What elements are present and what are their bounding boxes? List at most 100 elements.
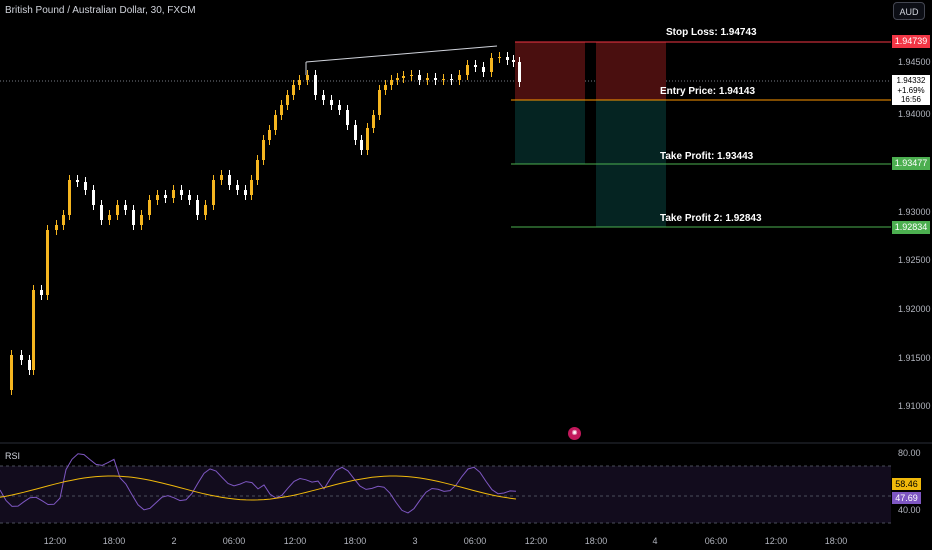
candle-body — [402, 76, 405, 78]
candle-body — [280, 105, 283, 115]
rsi-tick: 80.00 — [898, 448, 921, 458]
candle-body — [132, 210, 135, 225]
tradingview-brand-icon[interactable]: ✺ — [568, 427, 581, 440]
chart-title: British Pound / Australian Dollar, 30, F… — [5, 5, 196, 16]
time-tick: 3 — [412, 536, 418, 546]
take-profit-badge: 1.93477 — [892, 157, 930, 170]
candle-body — [366, 128, 369, 150]
candle-body — [62, 215, 65, 225]
candle-body — [236, 185, 239, 190]
time-tick: 12:00 — [43, 536, 67, 546]
stop-loss-badge: 1.94739 — [892, 35, 930, 48]
candle-body — [55, 225, 58, 230]
stop-loss-label[interactable]: Stop Loss: 1.94743 — [666, 27, 757, 38]
current-price: 1.94332 — [896, 76, 926, 85]
candle-body — [292, 85, 295, 95]
candle-body — [286, 95, 289, 105]
candle-body — [390, 80, 393, 85]
candle-body — [330, 100, 333, 105]
price-tick: 1.91000 — [898, 401, 931, 411]
time-tick: 12:00 — [764, 536, 788, 546]
candle-body — [20, 355, 23, 360]
candle-body — [212, 180, 215, 205]
candle-body — [410, 75, 413, 76]
time-tick: 18:00 — [102, 536, 126, 546]
candle-body — [100, 205, 103, 220]
time-tick: 06:00 — [704, 536, 728, 546]
candle-body — [172, 190, 175, 198]
price-tick: 1.93000 — [898, 207, 931, 217]
time-tick: 18:00 — [584, 536, 608, 546]
candle-body — [442, 79, 445, 80]
time-tick: 18:00 — [343, 536, 367, 546]
candle-body — [250, 180, 253, 195]
rsi-band — [0, 466, 891, 523]
candle-body — [396, 78, 399, 80]
candle-body — [32, 290, 35, 370]
trend-line — [305, 45, 498, 63]
candle-body — [490, 58, 493, 72]
candle-body — [378, 90, 381, 115]
time-tick: 18:00 — [824, 536, 848, 546]
current-change: +1.69% — [897, 85, 925, 95]
candle-body — [512, 60, 515, 62]
time-tick: 12:00 — [283, 536, 307, 546]
candle-body — [148, 200, 151, 215]
rsi-value-badge: 47.69 — [892, 492, 921, 504]
take-profit-2-label[interactable]: Take Profit 2: 1.92843 — [660, 213, 762, 224]
price-tick: 1.92500 — [898, 255, 931, 265]
candle-body — [322, 95, 325, 100]
candle-body — [196, 200, 199, 215]
candle-body — [124, 205, 127, 210]
time-tick: 2 — [171, 536, 177, 546]
candle-body — [506, 57, 509, 60]
candle-body — [92, 190, 95, 205]
candle-body — [434, 78, 437, 80]
candle-body — [384, 85, 387, 90]
candle-body — [338, 105, 341, 110]
candle-body — [426, 78, 429, 80]
time-tick: 06:00 — [222, 536, 246, 546]
candle-body — [372, 115, 375, 128]
time-tick: 12:00 — [524, 536, 548, 546]
currency-button[interactable]: AUD — [893, 2, 925, 20]
price-tick: 1.92000 — [898, 304, 931, 314]
candle-body — [360, 140, 363, 150]
candle-body — [306, 75, 309, 80]
candle-body — [76, 180, 79, 182]
candle-body — [466, 65, 469, 75]
candle-body — [274, 115, 277, 130]
take-profit-label[interactable]: Take Profit: 1.93443 — [660, 151, 754, 162]
candlestick-series — [10, 52, 521, 395]
candle-body — [116, 205, 119, 215]
candle-body — [40, 290, 43, 295]
candle-body — [450, 79, 453, 80]
current-price-box: 1.94332 +1.69% 16:56 — [892, 75, 930, 105]
rsi-ma-badge: 58.46 — [892, 478, 921, 490]
candle-body — [156, 195, 159, 200]
price-tick: 1.94000 — [898, 109, 931, 119]
candle-body — [298, 80, 301, 85]
candle-body — [10, 355, 13, 390]
stop-zone-1 — [515, 42, 585, 100]
candle-body — [84, 182, 87, 190]
entry-label[interactable]: Entry Price: 1.94143 — [660, 86, 756, 97]
candle-body — [498, 57, 501, 58]
candle-body — [418, 75, 421, 80]
candle-body — [268, 130, 271, 140]
rsi-line — [0, 453, 517, 514]
rsi-tick: 40.00 — [898, 505, 921, 515]
price-tick: 1.91500 — [898, 353, 931, 363]
candle-body — [228, 175, 231, 185]
bar-countdown: 16:56 — [900, 95, 922, 104]
time-tick: 4 — [652, 536, 658, 546]
rsi-title[interactable]: RSI — [5, 451, 21, 461]
candle-body — [346, 110, 349, 125]
candle-body — [518, 62, 521, 82]
candle-body — [68, 180, 71, 215]
candle-body — [140, 215, 143, 225]
rsi-ma-line — [0, 475, 517, 501]
candle-body — [108, 215, 111, 220]
candle-body — [220, 175, 223, 180]
